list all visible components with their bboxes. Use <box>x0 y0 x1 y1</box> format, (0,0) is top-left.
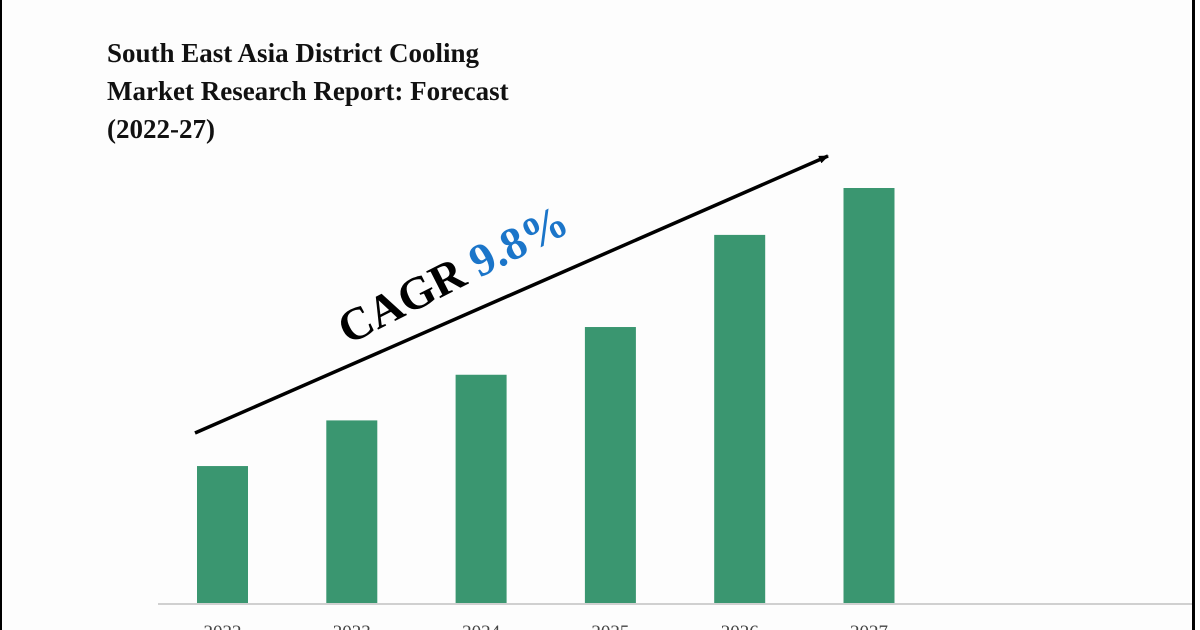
cagr-label: CAGR <box>329 247 474 354</box>
frame-border-right <box>1192 0 1195 630</box>
bar-2022 <box>197 466 248 603</box>
bar-2027 <box>843 188 895 603</box>
chart-title-line-1: South East Asia District Cooling <box>107 38 480 68</box>
x-tick-label: 2027 <box>850 622 888 630</box>
x-tick-label: 2026 <box>721 622 759 630</box>
x-tick-label: 2024 <box>462 622 501 630</box>
cagr-annotation: CAGR9.8% <box>329 195 576 354</box>
x-tick-label: 2025 <box>591 622 629 630</box>
chart-title-line-3: (2022-27) <box>107 114 215 144</box>
trend-up-arrow-icon <box>194 154 829 435</box>
bar-2026 <box>714 234 766 603</box>
frame-border-left <box>0 0 2 630</box>
bar-2024 <box>455 374 507 603</box>
x-tick-label: 2023 <box>333 622 371 630</box>
chart-title-line-2: Market Research Report: Forecast <box>107 76 509 106</box>
x-tick-label: 2022 <box>204 622 242 630</box>
chart-title: South East Asia District Cooling Market … <box>107 34 627 148</box>
bar-2025 <box>584 327 636 603</box>
bar-2023 <box>326 420 378 603</box>
